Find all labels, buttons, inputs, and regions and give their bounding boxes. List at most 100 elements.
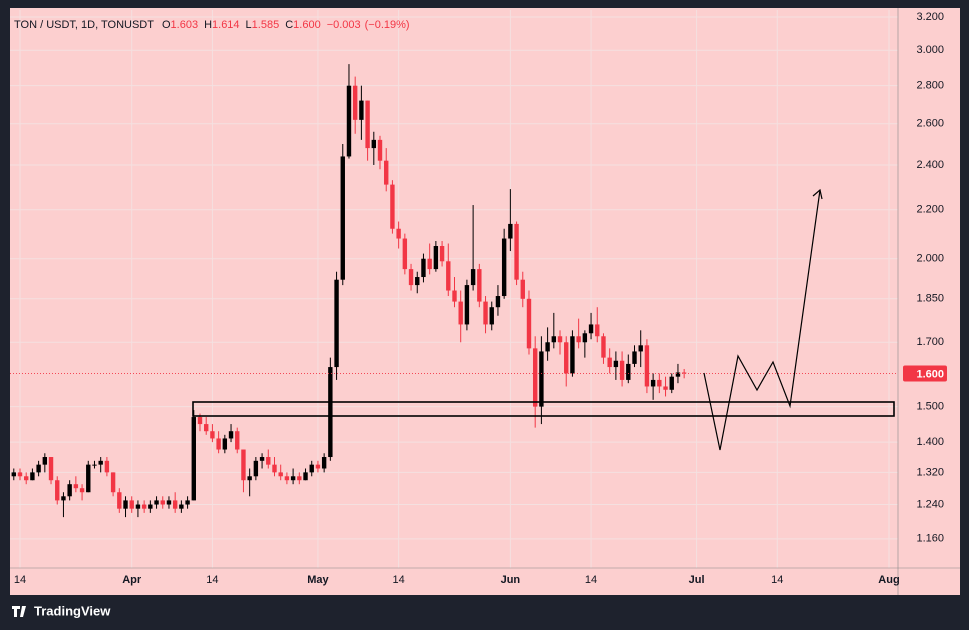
candle-body bbox=[303, 472, 308, 481]
ohlc-key: L bbox=[246, 19, 252, 31]
candle-body bbox=[24, 476, 29, 481]
ohlc-key: O bbox=[162, 19, 171, 31]
candle-body bbox=[17, 472, 23, 477]
candle-body bbox=[421, 258, 426, 278]
axis-labels: 1.160 1.240 1.320 1.400 1.500 1.700 1.850 2.000… bbox=[14, 11, 947, 586]
ohlc-legend: O 1.603 H 1.614 L 1.585 C 1.600 −0.003 (−0.19%) bbox=[162, 19, 410, 31]
candle-body bbox=[619, 360, 625, 380]
change-pct: (−0.19%) bbox=[365, 19, 410, 31]
candle-body bbox=[582, 333, 588, 343]
candle-body bbox=[390, 184, 395, 229]
candle-body bbox=[359, 100, 364, 120]
candle-body bbox=[520, 279, 525, 299]
candle-body bbox=[309, 464, 314, 473]
candle-body bbox=[501, 238, 507, 297]
y-tick-label: 2.200 bbox=[916, 204, 944, 216]
y-tick-label: 1.700 bbox=[916, 336, 944, 348]
candle-body bbox=[266, 457, 271, 465]
ohlc-key: H bbox=[204, 19, 212, 31]
x-tick-label: 14 bbox=[771, 574, 783, 586]
candle-body bbox=[514, 223, 519, 280]
candle-body bbox=[48, 457, 54, 481]
y-tick-label: 1.850 bbox=[916, 293, 944, 305]
candle-body bbox=[681, 372, 687, 374]
candle-body bbox=[73, 484, 79, 489]
candle-body bbox=[371, 139, 377, 149]
x-tick-label: Aug bbox=[878, 574, 899, 586]
candle-body bbox=[67, 484, 72, 497]
candle-body bbox=[477, 269, 482, 302]
candle-body bbox=[650, 379, 656, 387]
candle-body bbox=[98, 460, 103, 465]
candle-body bbox=[402, 238, 408, 270]
brand-logo bbox=[12, 606, 26, 617]
candle-body bbox=[564, 342, 569, 374]
candle-body bbox=[576, 336, 581, 343]
candle-body bbox=[346, 85, 352, 157]
x-tick-label: May bbox=[307, 574, 329, 586]
y-tick-label: 1.500 bbox=[916, 401, 944, 413]
last-price-label: 1.600 bbox=[916, 368, 944, 380]
brand: TradingView bbox=[34, 603, 111, 618]
candle-body bbox=[489, 307, 494, 325]
x-tick-label: 14 bbox=[585, 574, 597, 586]
candle-body bbox=[644, 345, 650, 387]
x-tick-label: Jul bbox=[689, 574, 705, 586]
ohlc-value: 1.614 bbox=[212, 19, 240, 31]
candle-body bbox=[55, 480, 60, 501]
candle-body bbox=[526, 298, 532, 349]
candle-body bbox=[532, 348, 538, 407]
candle-body bbox=[278, 472, 283, 477]
candle-body bbox=[570, 336, 575, 374]
candle-body bbox=[508, 223, 513, 239]
candle-body bbox=[632, 351, 637, 364]
candle-body bbox=[284, 476, 290, 481]
candle-body bbox=[470, 269, 476, 286]
projection-path bbox=[703, 189, 821, 451]
candle-body bbox=[657, 379, 662, 387]
candle-body bbox=[321, 457, 327, 469]
candle-body bbox=[415, 277, 420, 286]
ohlc-value: 1.600 bbox=[293, 19, 321, 31]
candle-body bbox=[216, 438, 221, 450]
y-tick-label: 1.320 bbox=[916, 466, 944, 478]
candle-body bbox=[601, 336, 606, 358]
candle-body bbox=[297, 476, 302, 481]
chart-background bbox=[10, 8, 960, 595]
candle-body bbox=[595, 324, 600, 337]
candle-body bbox=[539, 351, 544, 407]
candle-body bbox=[551, 336, 557, 343]
candle-body bbox=[396, 228, 401, 239]
candle-body bbox=[272, 464, 277, 473]
y-tick-label: 2.400 bbox=[916, 159, 944, 171]
candle-body bbox=[222, 438, 228, 450]
candle-body bbox=[328, 367, 333, 458]
candle-body bbox=[408, 269, 414, 286]
candle-body bbox=[483, 301, 488, 325]
candle-body bbox=[197, 417, 203, 425]
candle-body bbox=[235, 431, 240, 450]
candle-body bbox=[464, 285, 470, 325]
ohlc-value: 1.603 bbox=[171, 19, 199, 31]
candle-body bbox=[290, 476, 296, 481]
candle-body bbox=[11, 472, 16, 477]
y-tick-label: 2.000 bbox=[916, 253, 944, 265]
candle-body bbox=[179, 504, 184, 509]
candle-body bbox=[79, 488, 85, 493]
candle-body bbox=[545, 342, 550, 352]
candle-body bbox=[588, 324, 594, 334]
y-tick-label: 1.240 bbox=[916, 498, 944, 510]
candle-body bbox=[427, 258, 432, 270]
candle-body bbox=[36, 464, 41, 473]
y-tick-label: 2.600 bbox=[916, 118, 944, 130]
candle-body bbox=[160, 500, 165, 505]
candle-body bbox=[352, 85, 358, 120]
candle-body bbox=[135, 504, 141, 509]
y-tick-label: 2.800 bbox=[916, 80, 944, 92]
last-price-tag bbox=[903, 365, 947, 382]
y-tick-label: 3.000 bbox=[916, 44, 944, 56]
candle-body bbox=[495, 296, 501, 308]
candle-body bbox=[61, 496, 66, 501]
candle-body bbox=[172, 500, 178, 509]
